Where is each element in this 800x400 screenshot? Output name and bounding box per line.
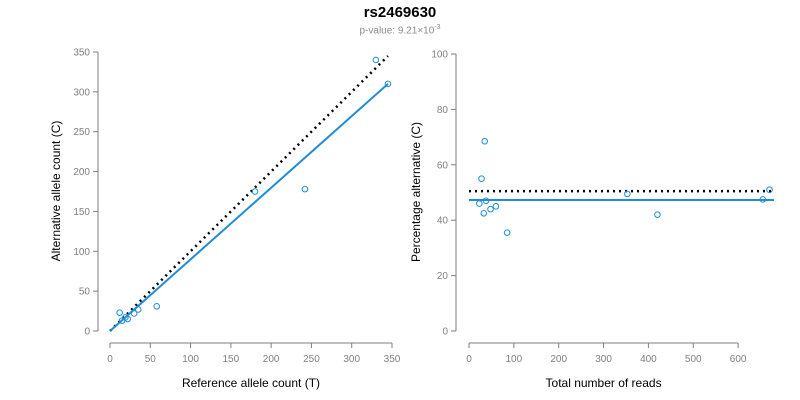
left-x-tick-label: 100 (182, 354, 199, 365)
right-data-point (503, 229, 511, 236)
left-y-tick-label: 150 (73, 207, 90, 218)
right-y-tick-label: 40 (437, 216, 449, 227)
right-data-point (759, 196, 767, 203)
right-x-axis-title: Total number of reads (546, 376, 662, 390)
right-x-tick-label: 600 (730, 354, 747, 365)
right-y-axis-title: Percentage alternative (C) (409, 122, 423, 262)
p-value-subtitle: p-value: 9.21×10-3 (0, 24, 800, 36)
left-y-tick-label: 300 (73, 87, 90, 98)
right-x-tick-label: 300 (595, 354, 612, 365)
allele-count-scatter-panel: 0 50 100 150 200 250 300 350 0 50 100 150 200 250 300 3… (49, 48, 401, 391)
left-x-tick-label: 350 (384, 354, 401, 365)
right-y-tick-label: 20 (437, 271, 449, 282)
left-x-tick-label: 50 (145, 354, 157, 365)
percentage-scatter-panel: 0 100 200 300 400 500 600 0 20 40 60 80 100 Total num… (409, 50, 774, 390)
p-value-exponent: -3 (434, 24, 441, 31)
left-x-axis-title: Reference allele count (T) (182, 376, 320, 390)
left-y-tick-label: 0 (84, 327, 90, 338)
left-data-point (153, 302, 161, 310)
right-data-point (482, 197, 490, 205)
right-y-tick-label: 0 (442, 327, 448, 338)
left-data-point (301, 185, 309, 193)
right-data-point (654, 211, 661, 218)
right-x-tick-label: 0 (466, 354, 472, 365)
right-data-point (624, 190, 631, 198)
left-x-tick-label: 200 (263, 354, 280, 365)
left-data-point (124, 315, 132, 323)
right-data-point (766, 186, 773, 194)
left-y-tick-label: 350 (73, 48, 90, 59)
left-y-tick-label: 50 (79, 287, 91, 298)
right-data-point (478, 175, 485, 182)
left-reference-line (109, 55, 389, 332)
chart-title: rs2469630 (363, 4, 437, 21)
left-y-tick-label: 200 (73, 167, 90, 178)
left-x-tick-label: 300 (343, 354, 360, 365)
right-x-tick-label: 500 (685, 354, 702, 365)
right-data-point (481, 137, 488, 145)
right-data-point (476, 200, 483, 207)
left-data-point (134, 306, 142, 313)
left-x-tick-label: 250 (303, 354, 320, 365)
right-y-tick-label: 80 (437, 105, 449, 116)
left-data-point (116, 309, 123, 316)
p-value-prefix: p-value: 9.21 (359, 25, 418, 37)
right-x-tick-label: 400 (640, 354, 657, 365)
left-data-point (130, 310, 138, 317)
left-x-tick-label: 150 (223, 354, 240, 365)
left-y-axis-title: Alternative allele count (C) (49, 121, 63, 262)
p-value-times: ×10 (417, 25, 435, 37)
right-x-tick-label: 100 (506, 354, 523, 365)
left-y-tick-label: 250 (73, 127, 90, 138)
left-data-point (372, 56, 380, 64)
left-y-tick-label: 100 (73, 247, 90, 258)
right-data-point (480, 209, 488, 217)
left-data-point (384, 80, 392, 88)
right-x-tick-label: 200 (550, 354, 567, 365)
right-data-point (492, 203, 500, 210)
left-x-tick-label: 0 (107, 354, 113, 365)
right-y-tick-label: 100 (431, 50, 448, 61)
left-data-point (251, 188, 259, 195)
left-fit-line (109, 83, 389, 332)
right-y-tick-label: 60 (437, 160, 449, 171)
right-data-point (487, 205, 494, 213)
